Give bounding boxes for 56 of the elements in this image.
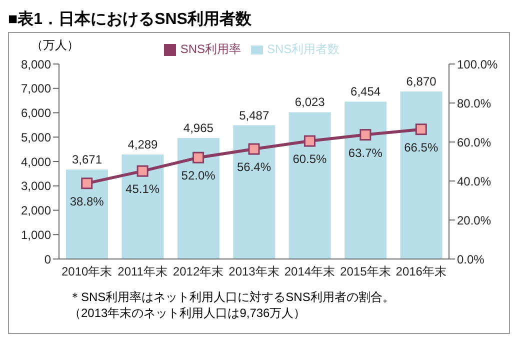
text: ＊SNS利用率はネット利用人口に対するSNS利用者の割合。	[69, 289, 396, 305]
y2-tick-label: 40.0%	[457, 174, 492, 188]
legend-label: SNS利用率	[180, 42, 241, 56]
y2-tick-label: 0.0%	[457, 252, 485, 266]
point	[248, 143, 260, 155]
point	[81, 178, 93, 190]
data-label: 6,023	[294, 95, 326, 110]
point	[192, 152, 204, 164]
y2-tick-label: 20.0%	[457, 213, 492, 228]
chart-title: ■表1．日本におけるSNS利用者数	[8, 10, 252, 30]
y-tick-label: 7,000	[20, 82, 52, 96]
x-tick-label: 2016年末	[396, 264, 446, 279]
data-label: 3,671	[72, 152, 102, 167]
x-tick-label: 2010年末	[62, 264, 112, 279]
bar	[177, 138, 220, 259]
y-tick-label: 8,000	[20, 57, 52, 72]
y-tick-label: 2,000	[20, 204, 52, 218]
y-axis-title: （万人）	[31, 37, 79, 54]
x-tick-label: 2011年末	[118, 264, 168, 279]
y2-tick-label: 60.0%	[457, 135, 492, 150]
data-label: 6,870	[406, 74, 437, 89]
point	[136, 165, 148, 177]
y-tick-label: 6,000	[20, 106, 52, 120]
point	[415, 124, 427, 136]
text: （2013年末のネット利用人口は9,736万人）	[69, 305, 307, 321]
data-label: 56.4%	[236, 160, 272, 174]
bar	[288, 112, 331, 259]
y-tick-label: 0	[44, 252, 52, 266]
data-label: 45.1%	[126, 182, 160, 196]
legend-label: SNS利用者数	[267, 42, 340, 56]
data-label: 38.8%	[70, 194, 104, 208]
x-tick-label: 2014年末	[284, 264, 336, 279]
bar	[233, 125, 276, 259]
data-label: 60.5%	[292, 152, 328, 166]
bar	[66, 170, 108, 259]
data-label: 66.5%	[404, 140, 438, 154]
y-tick-label: 1,000	[20, 228, 52, 242]
point	[360, 129, 372, 141]
point	[304, 135, 316, 147]
x-tick-label: 2012年末	[172, 264, 224, 279]
data-label: 4,965	[183, 120, 214, 135]
data-label: 4,289	[128, 137, 158, 152]
bar	[344, 102, 387, 259]
bar	[122, 154, 164, 259]
y-tick-label: 4,000	[20, 154, 52, 169]
x-tick-label: 2013年末	[228, 264, 280, 279]
y-tick-label: 3,000	[20, 179, 52, 194]
y-tick-label: 5,000	[20, 130, 52, 144]
y2-tick-label: 80.0%	[457, 96, 492, 110]
bar	[400, 92, 442, 259]
data-label: 6,454	[350, 84, 381, 99]
data-label: 52.0%	[181, 168, 216, 183]
x-tick-label: 2015年末	[340, 264, 391, 279]
data-label: 5,487	[239, 108, 270, 122]
data-label: 63.7%	[348, 146, 383, 160]
y2-tick-label: 100.0%	[457, 57, 498, 72]
